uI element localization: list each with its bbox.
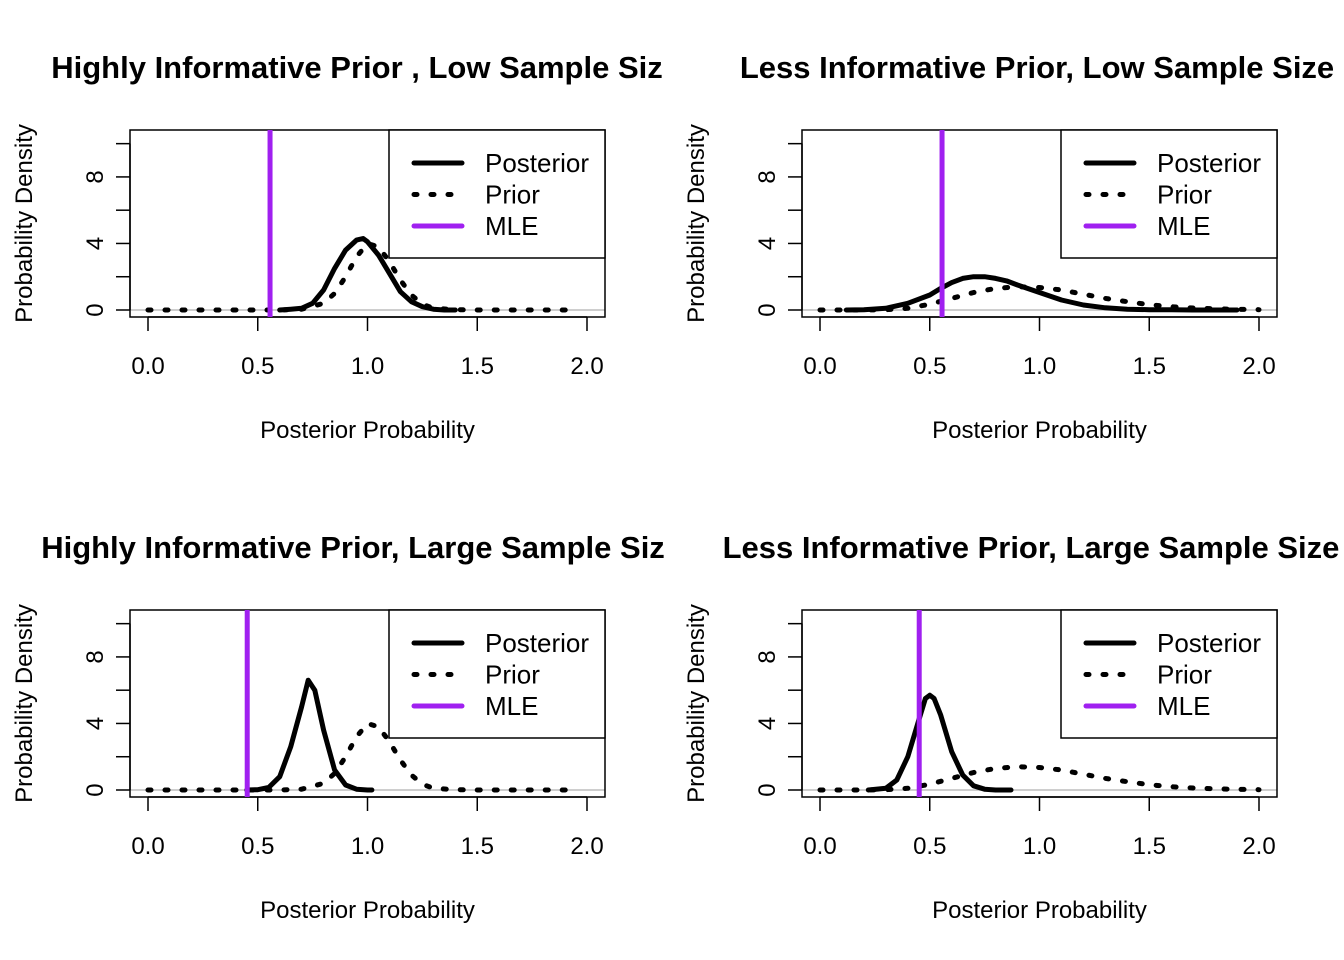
title-group: Less Informative Prior, Large Sample Siz… [723,530,1340,565]
legend-label: MLE [1157,211,1210,241]
legend-label: Prior [485,660,540,690]
x-tick-label: 1.0 [1023,833,1056,860]
legend-label: MLE [485,691,538,721]
title-group: Highly Informative Prior, Large Sample S… [41,530,665,565]
panel-title: Less Informative Prior, Large Sample Siz… [723,530,1340,565]
x-tick-label: 0.0 [803,353,836,380]
y-tick-label: 0 [82,783,109,796]
y-axis-label: Probability Density [683,124,710,323]
x-axis-label: Posterior Probability [932,417,1147,444]
y-axis-label: Probability Density [11,124,38,323]
prior-line [817,284,1262,313]
panel-title: Highly Informative Prior, Large Sample S… [41,530,665,565]
x-tick-label: 0.0 [131,353,164,380]
y-tick-label: 8 [754,650,781,663]
legend-label: Posterior [485,148,589,178]
legend-label: Posterior [1157,628,1261,658]
y-tick-label: 4 [754,237,781,250]
panel-3: Highly Informative Prior, Large Sample S… [11,530,665,924]
posterior-line [843,274,1240,313]
x-tick-label: 1.0 [351,353,384,380]
x-tick-label: 2.0 [570,833,603,860]
legend-box [388,129,606,259]
legend-label: Posterior [485,628,589,658]
panel-2: Less Informative Prior, Low Sample Size 0… [683,50,1334,444]
x-axis-label: Posterior Probability [260,897,475,924]
y-tick-label: 0 [754,783,781,796]
y-tick-label: 8 [82,170,109,183]
x-tick-label: 1.5 [1133,353,1166,380]
x-tick-label: 0.0 [803,833,836,860]
legend-label: Posterior [1157,148,1261,178]
legend-box [1060,129,1278,259]
legend-label: MLE [1157,691,1210,721]
x-tick-label: 0.5 [913,833,946,860]
x-tick-label: 1.0 [1023,353,1056,380]
panel-title: Less Informative Prior, Low Sample Size [740,50,1334,85]
y-tick-label: 4 [82,237,109,250]
x-axis-label: Posterior Probability [932,897,1147,924]
x-tick-label: 1.5 [461,833,494,860]
posterior-line [865,692,1014,793]
prior-line [145,721,579,793]
y-tick-label: 4 [82,717,109,730]
y-axis-label: Probability Density [683,604,710,803]
legend-label: Prior [485,180,540,210]
x-tick-label: 2.0 [1242,353,1275,380]
legend-label: Prior [1157,180,1212,210]
x-tick-label: 0.0 [131,833,164,860]
y-axis-label: Probability Density [11,604,38,803]
title-group: Less Informative Prior, Low Sample Size [740,50,1334,85]
legend-box [388,609,606,739]
x-tick-label: 0.5 [241,353,274,380]
legend-label: MLE [485,211,538,241]
x-tick-label: 2.0 [1242,833,1275,860]
panel-4: Less Informative Prior, Large Sample Siz… [683,530,1339,924]
prior-line [145,241,579,313]
x-tick-label: 1.5 [1133,833,1166,860]
y-tick-label: 0 [754,303,781,316]
x-tick-label: 1.5 [461,353,494,380]
x-tick-label: 2.0 [570,353,603,380]
posterior-line [277,236,458,313]
posterior-line [244,677,375,793]
x-tick-label: 0.5 [241,833,274,860]
prior-line [817,764,1262,793]
x-tick-label: 0.5 [913,353,946,380]
legend-box [1060,609,1278,739]
y-tick-label: 8 [82,650,109,663]
y-tick-label: 0 [82,303,109,316]
title-group: Highly Informative Prior , Low Sample Si… [51,50,663,85]
legend-label: Prior [1157,660,1212,690]
y-tick-label: 8 [754,170,781,183]
x-tick-label: 1.0 [351,833,384,860]
x-axis-label: Posterior Probability [260,417,475,444]
panel-1: Highly Informative Prior , Low Sample Si… [11,50,663,444]
panel-title: Highly Informative Prior , Low Sample Si… [51,50,663,85]
y-tick-label: 4 [754,717,781,730]
